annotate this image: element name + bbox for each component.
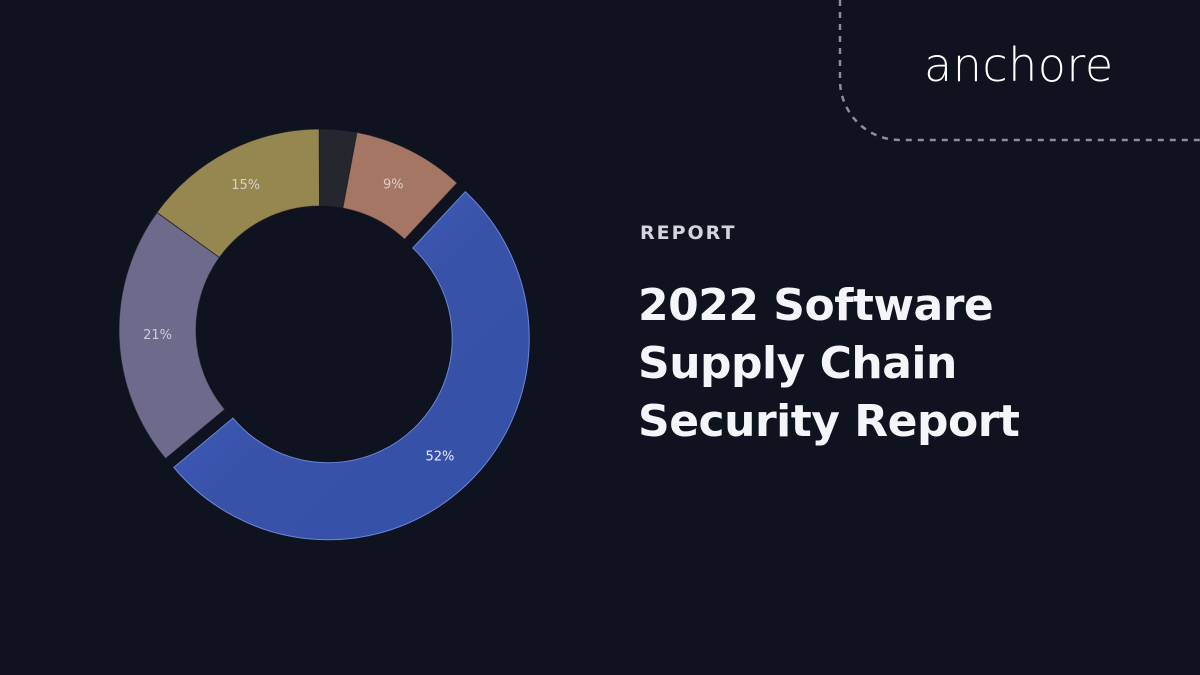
anchore-logo: anchore <box>924 38 1114 92</box>
report-title: 2022 Software Supply Chain Security Repo… <box>638 277 1020 451</box>
title-line-1: 2022 Software <box>638 280 994 331</box>
title-line-3: Security Report <box>638 396 1020 447</box>
donut-slice-label-1: 52% <box>425 449 454 464</box>
donut-slice-label-5: 9% <box>383 177 404 192</box>
donut-slice-5 <box>342 131 458 241</box>
donut-slice-label-3: 15% <box>231 178 260 193</box>
report-eyebrow: REPORT <box>640 222 737 244</box>
donut-slice-label-2: 21% <box>143 328 172 343</box>
title-line-2: Supply Chain <box>638 338 957 389</box>
donut-chart: 52% 21% 15% 9% <box>118 128 530 541</box>
donut-slice-1 <box>173 191 530 541</box>
donut-slice-2 <box>118 211 226 460</box>
